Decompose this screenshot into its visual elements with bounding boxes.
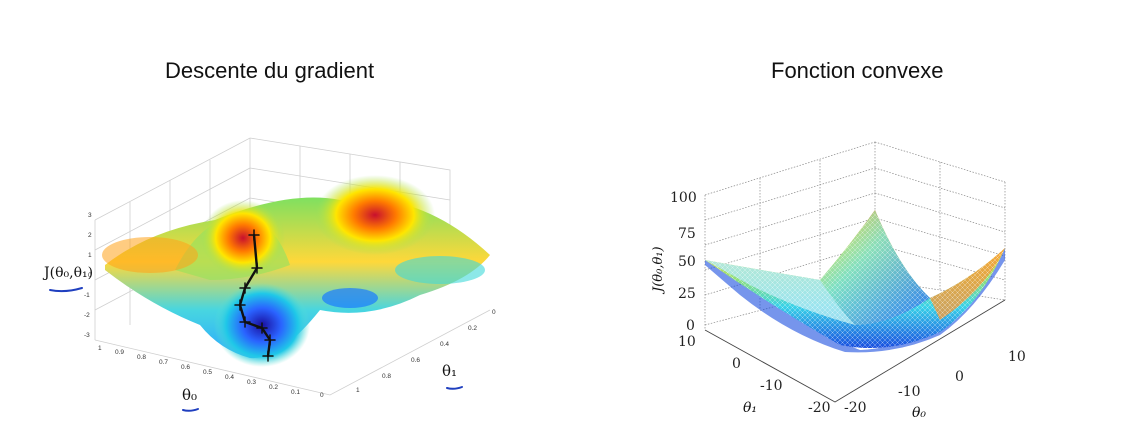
y-tick: 0.2 — [468, 325, 477, 332]
x-tick: 0.7 — [159, 359, 168, 366]
z-tick: 0 — [686, 318, 695, 334]
z-tick: 100 — [670, 190, 697, 206]
x-tick: 0.9 — [115, 349, 124, 356]
x-tick: 0 — [320, 392, 324, 399]
y-tick: 0.6 — [411, 357, 420, 364]
y-axis-label-right: θ₀ — [912, 405, 926, 420]
y-axis-label-left: θ₁ — [442, 362, 457, 380]
x-tick: 0.4 — [225, 374, 234, 381]
z-axis-label-left: J(θ₀,θ₁) — [42, 265, 93, 281]
x-tick: 0.2 — [269, 384, 278, 391]
axis-lines — [704, 299, 1006, 403]
x-tick: 0 — [732, 356, 741, 372]
x-tick: -10 — [760, 378, 783, 394]
handwritten-underlines — [49, 287, 463, 412]
y-ticks-right: -20 -10 0 10 — [844, 349, 1026, 416]
z-tick: 1 — [88, 252, 92, 259]
z-tick: 2 — [88, 232, 92, 239]
y-ticks-left: 0 0.2 0.4 0.6 0.8 1 — [356, 309, 496, 394]
surface — [705, 210, 1005, 353]
z-tick: 25 — [678, 286, 696, 302]
x-tick: 0.3 — [247, 379, 256, 386]
y-tick: 1 — [356, 387, 360, 394]
y-tick: -20 — [844, 400, 867, 416]
z-ticks-left: 3 2 1 0 -1 -2 -3 — [84, 212, 92, 339]
x-tick: 0.6 — [181, 364, 190, 371]
z-tick: 0 — [88, 272, 92, 279]
z-axis-label-right: J(θ₀,θ₁) — [651, 246, 666, 295]
z-tick: 75 — [678, 226, 696, 242]
x-axis-label-left: θ₀ — [182, 386, 197, 404]
right-panel-title: Fonction convexe — [771, 58, 944, 83]
x-ticks-left: 1 0.9 0.8 0.7 0.6 0.5 0.4 0.3 0.2 0.1 0 — [98, 345, 324, 399]
x-tick: -20 — [808, 400, 831, 416]
z-ticks-right: 100 75 50 25 0 — [670, 190, 697, 334]
y-tick: 10 — [1008, 349, 1026, 365]
y-tick: 0.8 — [382, 373, 391, 380]
z-tick: -2 — [84, 312, 90, 319]
y-tick: -10 — [898, 384, 921, 400]
x-tick: 1 — [98, 345, 102, 352]
z-tick: 50 — [678, 254, 696, 270]
x-tick: 10 — [678, 334, 696, 350]
descent-path — [234, 229, 276, 362]
x-axis-label-right: θ₁ — [743, 400, 757, 416]
y-tick: 0 — [492, 309, 496, 316]
x-ticks-right: 10 0 -10 -20 — [678, 334, 831, 416]
x-tick: 0.1 — [291, 389, 300, 396]
convex-function-plot: 100 75 50 25 0 10 0 -10 -20 -20 -10 0 10… — [651, 141, 1026, 420]
x-tick: 0.8 — [137, 354, 146, 361]
y-tick: 0.4 — [440, 341, 449, 348]
y-tick: 0 — [955, 369, 964, 385]
z-tick: 3 — [88, 212, 92, 219]
surface — [102, 175, 490, 367]
left-panel-title: Descente du gradient — [165, 58, 375, 83]
z-tick: -3 — [84, 332, 90, 339]
gradient-descent-plot: 3 2 1 0 -1 -2 -3 1 0.9 0.8 0.7 0.6 0.5 0… — [42, 137, 496, 412]
z-tick: -1 — [84, 292, 90, 299]
x-tick: 0.5 — [203, 369, 212, 376]
